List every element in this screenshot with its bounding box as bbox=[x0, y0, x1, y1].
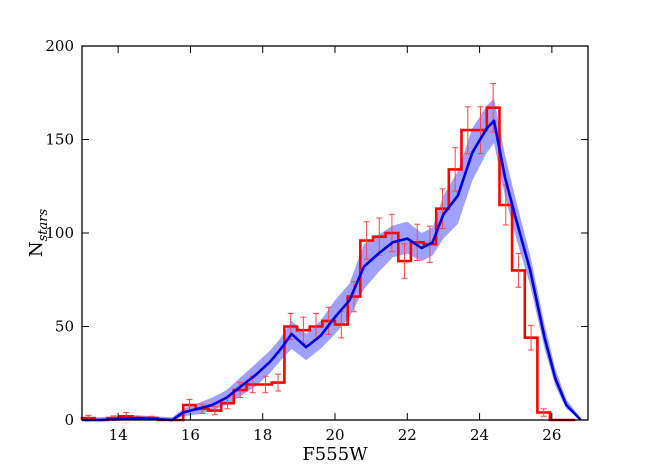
x-tick-label: 24 bbox=[470, 426, 489, 444]
y-tick-label: 150 bbox=[45, 131, 74, 149]
x-tick-label: 16 bbox=[181, 426, 200, 444]
error-bar bbox=[211, 406, 218, 416]
error-bar bbox=[325, 306, 332, 336]
x-tick-label: 20 bbox=[325, 426, 344, 444]
y-axis-label-sub: stars bbox=[36, 209, 51, 242]
error-bar bbox=[275, 373, 282, 392]
error-bar bbox=[439, 188, 446, 230]
error-bar bbox=[464, 106, 471, 155]
x-tick-label: 26 bbox=[542, 426, 561, 444]
y-tick-label: 50 bbox=[55, 318, 74, 336]
error-bar bbox=[540, 408, 547, 417]
y-axis-label: Nstars bbox=[26, 209, 51, 258]
error-bar bbox=[477, 106, 484, 155]
error-bar bbox=[350, 280, 357, 313]
x-axis-label: F555W bbox=[302, 444, 368, 465]
error-bar bbox=[452, 147, 459, 192]
y-tick-label: 200 bbox=[45, 37, 74, 55]
tick-layer: 14 16 18 20 22 24 26 0 50 100 150 200 bbox=[45, 37, 588, 444]
error-bar bbox=[401, 243, 408, 279]
model-line-layer bbox=[82, 119, 582, 422]
error-bar bbox=[388, 213, 395, 253]
y-tick-label: 0 bbox=[64, 411, 74, 429]
y-tick-label: 100 bbox=[45, 224, 74, 242]
error-bar bbox=[262, 375, 269, 394]
uncertainty-band bbox=[82, 98, 581, 421]
error-bar bbox=[515, 253, 522, 288]
error-bar bbox=[237, 382, 244, 399]
x-tick-label: 22 bbox=[398, 426, 417, 444]
uncertainty-band-layer bbox=[82, 98, 581, 421]
model-line bbox=[82, 119, 582, 422]
x-tick-label: 18 bbox=[253, 426, 272, 444]
svg-text:Nstars: Nstars bbox=[26, 209, 51, 258]
error-bar bbox=[414, 223, 421, 261]
x-tick-label: 14 bbox=[109, 426, 128, 444]
error-bar bbox=[363, 221, 370, 260]
y-axis-label-main: N bbox=[26, 241, 47, 257]
error-bar bbox=[528, 324, 535, 351]
